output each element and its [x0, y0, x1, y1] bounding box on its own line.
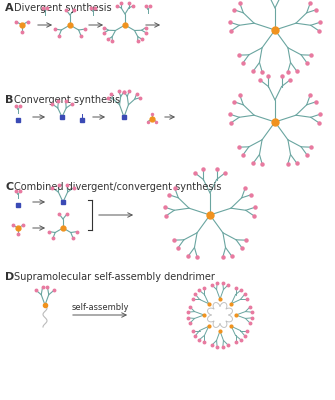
- Text: Combined divergent/convergent synthesis: Combined divergent/convergent synthesis: [14, 182, 221, 192]
- Text: Divergent synthesis: Divergent synthesis: [14, 3, 112, 13]
- Text: Convergent synthesis: Convergent synthesis: [14, 95, 120, 105]
- Text: C: C: [5, 182, 13, 192]
- Text: A: A: [5, 3, 14, 13]
- Text: D: D: [5, 272, 14, 282]
- Text: self-assembly: self-assembly: [71, 303, 129, 312]
- Text: Supramolecular self-assembly dendrimer: Supramolecular self-assembly dendrimer: [14, 272, 215, 282]
- Text: B: B: [5, 95, 13, 105]
